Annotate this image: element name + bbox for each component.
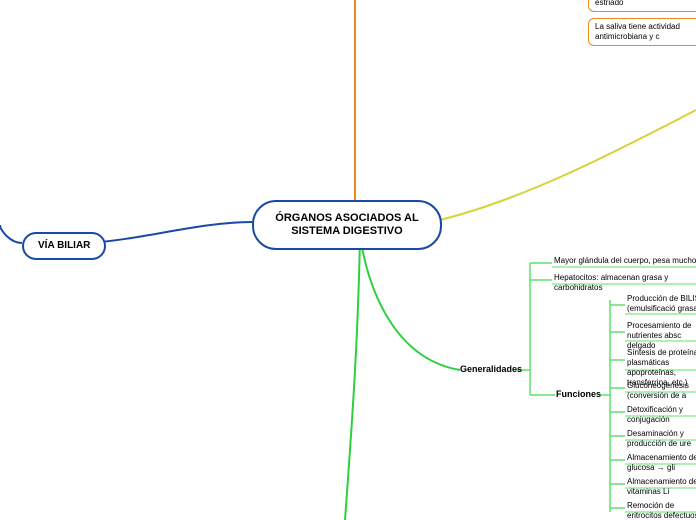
via-biliar-label: VÍA BILIAR bbox=[38, 240, 90, 251]
leaf-j-text: Almacenamiento de vitaminas Li bbox=[627, 477, 696, 496]
top-note-1: estriado bbox=[588, 0, 696, 12]
leaf-b-text: Hepatocitos: almacenan grasa y carbohidr… bbox=[554, 273, 668, 292]
leaf-c-text: Producción de BILIS (emulsificació grasa… bbox=[627, 294, 696, 313]
leaf-k: Remoción de eritrocitos defectuos bbox=[627, 501, 696, 520]
top-note-2: La saliva tiene actividad antimicrobiana… bbox=[588, 18, 696, 46]
generalidades-label: Generalidades bbox=[460, 364, 522, 374]
top-note-2-text: La saliva tiene actividad antimicrobiana… bbox=[595, 22, 680, 41]
leaf-a-text: Mayor glándula del cuerpo, pesa mucho bbox=[554, 256, 696, 265]
leaf-d-text: Procesamiento de nutrientes absc delgado bbox=[627, 321, 691, 350]
via-biliar-node[interactable]: VÍA BILIAR bbox=[22, 232, 106, 260]
leaf-f: Gluconeogénesis (conversión de a bbox=[627, 381, 696, 403]
leaf-g-text: Detoxificación y conjugación bbox=[627, 405, 683, 424]
leaf-g: Detoxificación y conjugación bbox=[627, 405, 696, 427]
funciones-label: Funciones bbox=[556, 389, 601, 399]
funciones-node[interactable]: Funciones bbox=[556, 389, 601, 400]
leaf-a: Mayor glándula del cuerpo, pesa mucho bbox=[554, 256, 696, 268]
top-note-1-text: estriado bbox=[595, 0, 623, 7]
leaf-h: Desaminación y producción de ure bbox=[627, 429, 696, 451]
leaf-b: Hepatocitos: almacenan grasa y carbohidr… bbox=[554, 273, 696, 295]
leaf-c: Producción de BILIS (emulsificació grasa… bbox=[627, 294, 696, 316]
leaf-k-text: Remoción de eritrocitos defectuos bbox=[627, 501, 696, 520]
leaf-i: Almacenamiento de glucosa → gli bbox=[627, 453, 696, 475]
leaf-h-text: Desaminación y producción de ure bbox=[627, 429, 691, 448]
center-label: ÓRGANOS ASOCIADOS AL SISTEMA DIGESTIVO bbox=[275, 212, 418, 237]
center-node[interactable]: ÓRGANOS ASOCIADOS AL SISTEMA DIGESTIVO bbox=[252, 200, 442, 250]
generalidades-node[interactable]: Generalidades bbox=[460, 364, 522, 375]
leaf-j: Almacenamiento de vitaminas Li bbox=[627, 477, 696, 499]
leaf-i-text: Almacenamiento de glucosa → gli bbox=[627, 453, 696, 472]
leaf-f-text: Gluconeogénesis (conversión de a bbox=[627, 381, 689, 400]
